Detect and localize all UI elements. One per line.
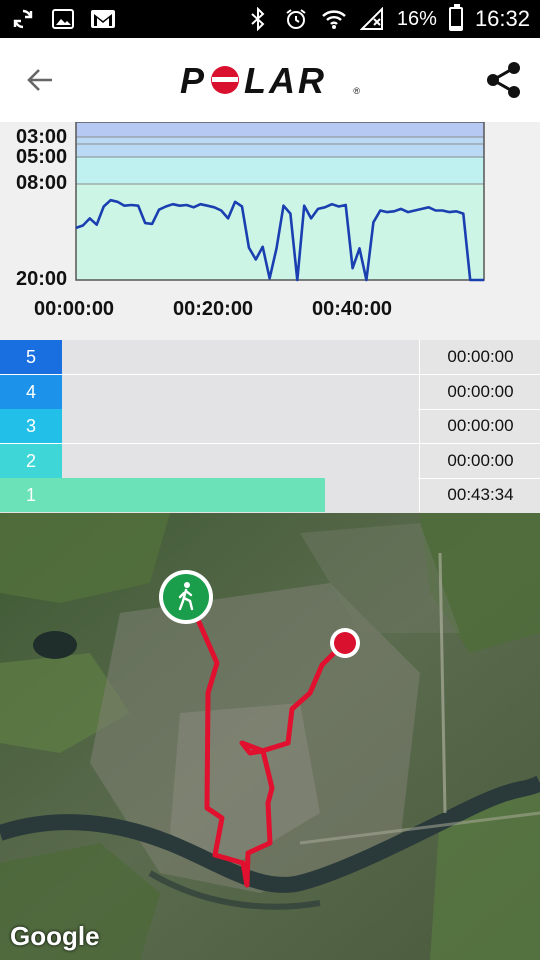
zone-bar: [62, 478, 418, 512]
share-icon: [487, 62, 520, 98]
heart-rate-zones: 5 00:00:00 4 00:00:00 3 00:00:00 2 00:00…: [0, 340, 540, 513]
heart-rate-line: [75, 198, 484, 282]
svg-text:P: P: [180, 60, 207, 100]
zone-number: 4: [0, 375, 62, 409]
back-button[interactable]: [20, 60, 60, 100]
zone-band: [76, 144, 484, 157]
zone-band: [76, 157, 484, 184]
zone-row: 1 00:43:34: [0, 478, 540, 512]
polar-logo: P LAR ®: [180, 60, 360, 101]
svg-text:LAR: LAR: [244, 60, 327, 100]
zone-number: 1: [0, 478, 62, 512]
google-attribution: Google: [10, 921, 100, 951]
zone-bar: [62, 409, 418, 443]
route-map[interactable]: Google: [0, 513, 540, 960]
x-tick-label: 00:40:00: [312, 298, 393, 320]
start-point-marker[interactable]: [159, 570, 213, 624]
sync-icon: [10, 6, 36, 32]
zone-bar-fill: [62, 478, 326, 512]
walking-person-icon: [178, 582, 194, 611]
chart-canvas: [75, 122, 485, 282]
end-point-marker[interactable]: [330, 628, 360, 658]
image-icon: [50, 6, 76, 32]
x-tick-label: 00:20:00: [173, 298, 254, 320]
y-tick-label: 20:00: [16, 268, 68, 290]
zone-time: 00:00:00: [419, 409, 540, 443]
zone-band: [76, 122, 484, 137]
wifi-icon: [321, 6, 347, 32]
battery-icon: [448, 4, 463, 31]
x-tick-label: 00:00:00: [34, 298, 115, 320]
satellite-map-view: [0, 513, 540, 960]
gmail-icon: [90, 6, 116, 32]
zone-number: 2: [0, 444, 62, 478]
zone-bar: [62, 444, 418, 478]
bluetooth-icon: [245, 6, 271, 32]
zone-bar: [62, 375, 418, 409]
zone-row: 3 00:00:00: [0, 409, 540, 444]
zone-band: [76, 137, 484, 144]
zone-number: 5: [0, 340, 62, 374]
battery-percent: 16%: [396, 7, 437, 30]
zone-time: 00:00:00: [419, 444, 540, 478]
zone-time: 00:00:00: [419, 375, 540, 409]
zone-row: 4 00:00:00: [0, 375, 540, 410]
y-tick-label: 03:00: [16, 126, 68, 148]
status-bar: 16% 16:32: [0, 0, 540, 38]
share-button[interactable]: [482, 58, 526, 102]
route-path: [192, 610, 345, 888]
y-tick-label: 05:00: [16, 146, 68, 168]
alarm-icon: [283, 6, 309, 32]
zone-time: 00:43:34: [419, 478, 540, 512]
arrow-back-icon: [27, 69, 52, 91]
zone-number: 3: [0, 409, 62, 443]
app-bar: P LAR ®: [0, 38, 540, 123]
plot-frame: [75, 122, 485, 281]
zone-row: 5 00:00:00: [0, 340, 540, 375]
zone-bar: [62, 340, 418, 374]
clock: 16:32: [474, 6, 530, 31]
zone-row: 2 00:00:00: [0, 444, 540, 479]
heart-rate-chart: 03:00 05:00 08:00 20:00 00:00:00 00:20:0…: [0, 122, 540, 340]
no-signal-icon: [359, 6, 385, 32]
zone-time: 00:00:00: [419, 340, 540, 374]
registered-mark: ®: [353, 86, 360, 96]
y-tick-label: 08:00: [16, 172, 68, 194]
